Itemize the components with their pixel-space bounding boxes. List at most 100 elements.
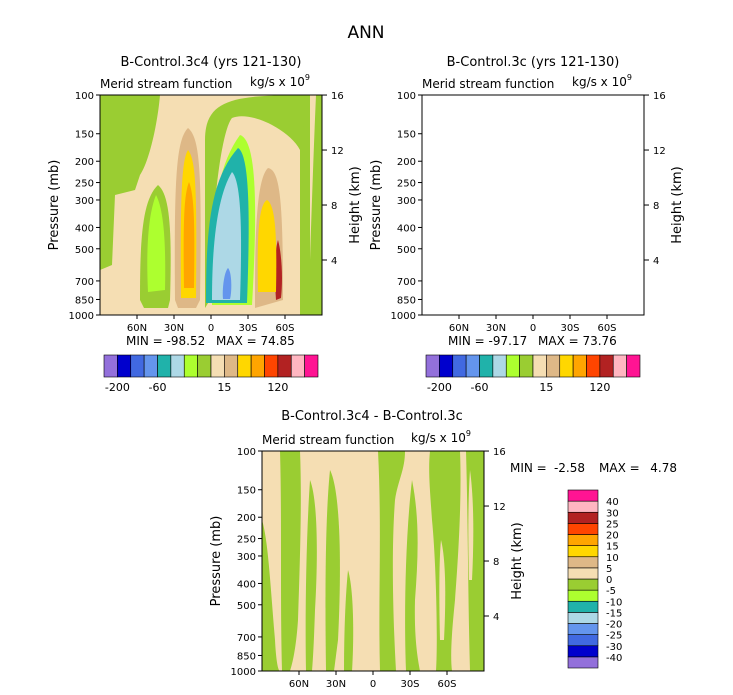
colorbar-swatch — [492, 354, 507, 378]
colorbar-label: -40 — [606, 653, 622, 664]
colorbar-swatch — [567, 656, 599, 669]
pressure-tick-label: 250 — [75, 179, 94, 190]
panel-c-highlight-1 — [468, 470, 474, 580]
panel-b-background — [422, 95, 644, 315]
panel-b-ylabel-left: Pressure (mb) — [369, 160, 384, 251]
lat-tick-label: 30N — [486, 323, 506, 334]
panel-b-positive-cell-3 — [506, 182, 517, 288]
colorbar-swatch — [210, 354, 225, 378]
colorbar-swatch — [572, 354, 587, 378]
pressure-tick-label: 150 — [397, 130, 416, 141]
height-tick-label: 16 — [653, 91, 666, 102]
lat-tick-label: 0 — [530, 323, 536, 334]
panel-c-green-region-2 — [280, 451, 301, 671]
panel-a-negative-region-5 — [222, 268, 232, 299]
height-tick-label: 12 — [493, 502, 506, 513]
colorbar-label: -25 — [606, 631, 622, 642]
panel-b-right-cell-outer — [577, 168, 605, 308]
panel-c-units: kg/s x 109 — [411, 429, 471, 445]
panel-b-left-lobe-outer — [462, 185, 493, 308]
colorbar-label: 15 — [606, 542, 619, 553]
pressure-tick-label: 400 — [397, 223, 416, 234]
pressure-tick-label: 200 — [75, 157, 94, 168]
colorbar-swatch — [519, 354, 534, 378]
panel-b-subtitle: Merid stream function — [422, 77, 554, 91]
panel-c-highlight-2 — [439, 540, 446, 640]
panel-b-negative-region-5 — [545, 268, 554, 299]
panel-b-units: kg/s x 109 — [572, 73, 632, 89]
colorbar-swatch — [567, 489, 599, 502]
panel-c-green-region-7 — [405, 480, 420, 671]
pressure-tick-label: 400 — [237, 579, 256, 590]
lat-tick-label: 60S — [437, 679, 456, 690]
panel-b-negative-region-1 — [527, 95, 644, 315]
panel-c-ylabel-left: Pressure (mb) — [209, 516, 224, 607]
panel-c-green-region-1 — [262, 520, 280, 671]
height-tick-label: 16 — [331, 91, 344, 102]
panel-b-pressure-ticks: 100 150 200 250 300 400 500 700 850 1000 — [391, 91, 422, 322]
pressure-tick-label: 850 — [75, 295, 94, 306]
height-tick-label: 8 — [493, 557, 499, 568]
panel-b-right-strip-fill — [632, 95, 638, 260]
panel-c-green-region-5 — [344, 570, 354, 671]
colorbar-label: -10 — [606, 597, 622, 608]
colorbar-swatch — [143, 354, 158, 378]
colorbar-label: -5 — [606, 586, 616, 597]
colorbar-swatch — [130, 354, 145, 378]
panel-c: B-Control.3c4 - B-Control.3c Merid strea… — [209, 409, 677, 690]
colorbar-swatch — [567, 634, 599, 647]
panel-a-right-cell-middle — [274, 240, 282, 300]
panel-b-left-lobe-inner — [469, 195, 487, 292]
pressure-tick-label: 500 — [75, 245, 94, 256]
colorbar-swatch — [567, 645, 599, 658]
pressure-tick-label: 1000 — [391, 311, 416, 322]
height-tick-label: 4 — [331, 256, 337, 267]
panel-b-right-strip — [622, 95, 644, 315]
panel-a-colorbar: -200 -60 15 120 — [103, 354, 319, 394]
panel-c-min-label: MIN = — [510, 461, 547, 475]
panel-c-height-ticks: 16 12 8 4 — [484, 447, 506, 623]
panel-a-ylabel-left: Pressure (mb) — [47, 160, 62, 251]
lat-tick-label: 0 — [208, 323, 214, 334]
panel-a-max: MAX = 74.85 — [216, 334, 295, 348]
colorbar-swatch — [183, 354, 198, 378]
colorbar-label: -200 — [427, 381, 452, 394]
panel-b-negative-region-3 — [528, 148, 571, 303]
lat-tick-label: 30N — [326, 679, 346, 690]
panel-b-lat-ticks: 60N 30N 0 30S 60S — [449, 315, 617, 334]
panel-b: B-Control.3c (yrs 121-130) Merid stream … — [369, 55, 685, 394]
pressure-tick-label: 300 — [75, 196, 94, 207]
panel-a: B-Control.3c4 (yrs 121-130) Merid stream… — [47, 55, 363, 394]
colorbar-label: -60 — [149, 381, 167, 394]
colorbar-swatch — [452, 354, 467, 378]
panel-c-max-value: 4.78 — [650, 461, 677, 475]
pressure-tick-label: 700 — [397, 277, 416, 288]
colorbar-swatch — [264, 354, 279, 378]
colorbar-swatch — [559, 354, 574, 378]
colorbar-swatch — [567, 523, 599, 535]
colorbar-swatch — [290, 354, 305, 378]
colorbar-swatch — [567, 534, 599, 546]
panel-b-positive-cell-1 — [497, 128, 523, 308]
colorbar-label: -60 — [471, 381, 489, 394]
colorbar-swatch — [479, 354, 494, 378]
panel-c-title: B-Control.3c4 - B-Control.3c — [281, 409, 463, 424]
panel-c-green-region-3 — [305, 480, 317, 671]
colorbar-label: 0 — [606, 575, 612, 586]
pressure-tick-label: 400 — [75, 223, 94, 234]
panel-a-lat-ticks: 60N 30N 0 30S 60S — [127, 315, 295, 334]
colorbar-swatch — [224, 354, 239, 378]
pressure-tick-label: 300 — [397, 196, 416, 207]
panel-b-right-cell-middle — [597, 240, 604, 300]
colorbar-label: 15 — [539, 381, 553, 394]
panel-a-min: MIN = -98.52 — [126, 334, 205, 348]
colorbar-label: 25 — [606, 519, 619, 530]
pressure-tick-label: 200 — [237, 513, 256, 524]
pressure-tick-label: 850 — [397, 295, 416, 306]
colorbar-swatch — [612, 354, 627, 378]
panel-c-min-value: -2.58 — [554, 461, 585, 475]
pressure-tick-label: 300 — [237, 552, 256, 563]
colorbar-swatch — [425, 354, 440, 378]
pressure-tick-label: 850 — [237, 651, 256, 662]
lat-tick-label: 60N — [127, 323, 147, 334]
